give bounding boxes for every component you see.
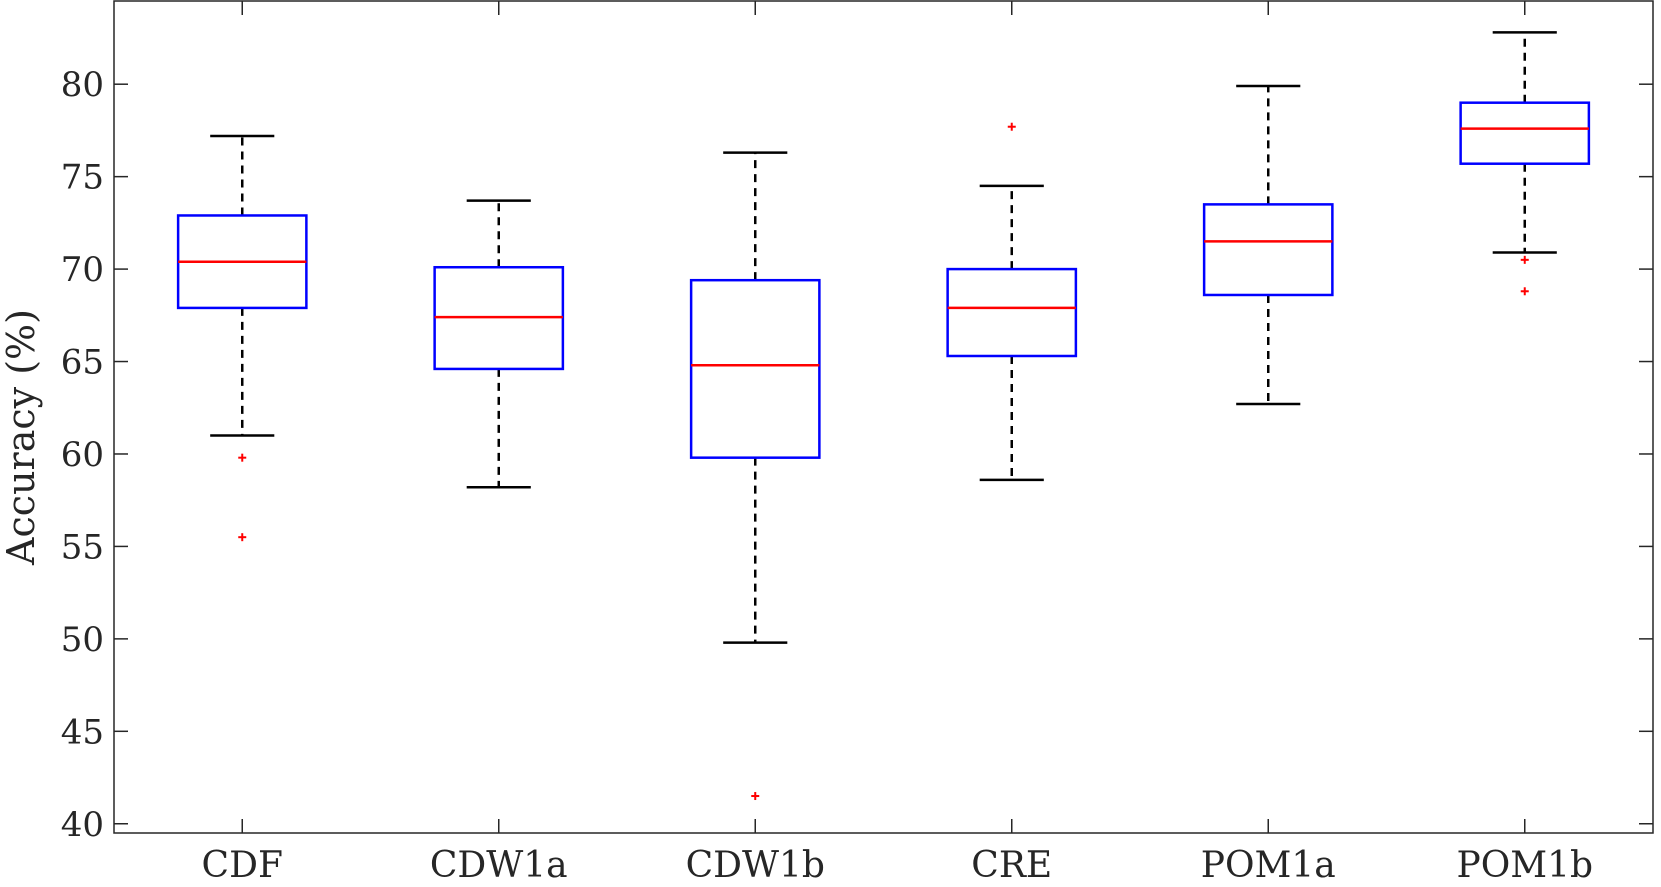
- outlier-marker: [238, 453, 247, 462]
- boxes: [176, 31, 1591, 801]
- x-tick-label: CRE: [971, 845, 1052, 886]
- box: [946, 267, 1078, 358]
- box-group-POM1a: [1202, 84, 1334, 406]
- x-tick-label: CDW1a: [430, 845, 568, 886]
- y-tick-label: 65: [61, 343, 104, 383]
- outlier-marker: [1520, 287, 1529, 296]
- box-group-CDF: [176, 134, 308, 542]
- box: [1459, 101, 1591, 165]
- y-tick-label: 40: [61, 805, 104, 845]
- y-tick-label: 70: [61, 250, 104, 290]
- y-tick-label: 75: [61, 158, 104, 198]
- x-axis: CDF CDW1a CDW1b CRE POM1a POM1b: [202, 1, 1593, 886]
- x-tick-label: CDW1b: [686, 845, 825, 886]
- y-tick-label: 45: [61, 712, 104, 752]
- outlier-marker: [238, 533, 247, 542]
- outlier-marker: [1520, 255, 1529, 264]
- box-group-POM1b: [1459, 31, 1591, 296]
- y-tick-label: 50: [61, 620, 104, 660]
- y-tick-label: 60: [61, 435, 104, 475]
- box-group-CDW1b: [689, 151, 821, 801]
- x-tick-label: CDF: [202, 845, 283, 886]
- y-axis-title: Accuracy (%): [0, 309, 43, 566]
- plot-area: [113, 0, 1654, 834]
- x-tick-label: POM1a: [1201, 845, 1336, 886]
- outlier-marker: [1007, 122, 1016, 131]
- x-tick-label: POM1b: [1456, 845, 1593, 886]
- outlier-marker: [751, 792, 760, 801]
- box-group-CRE: [946, 122, 1078, 482]
- y-tick-label: 80: [61, 65, 104, 105]
- box: [1202, 203, 1334, 297]
- box: [689, 278, 821, 459]
- y-axis: 40 45 50 55 60 65 70 75 80: [61, 65, 1653, 845]
- y-tick-label: 55: [61, 527, 104, 567]
- box-group-CDW1a: [433, 199, 565, 489]
